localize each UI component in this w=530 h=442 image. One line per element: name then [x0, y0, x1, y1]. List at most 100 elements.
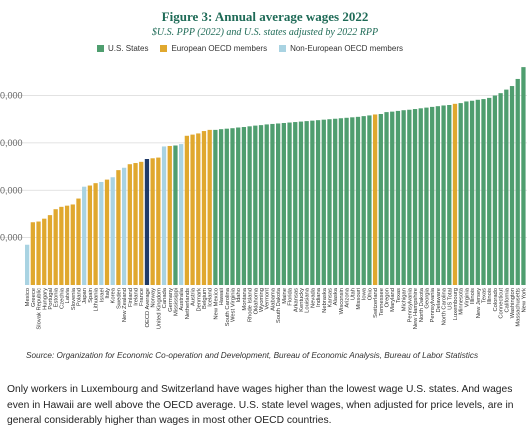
bar-australia [179, 144, 184, 285]
bar-mississippi [173, 145, 178, 285]
bar-florida [287, 122, 292, 285]
x-tick-label: Slovak Republic [37, 288, 43, 330]
y-tick-label: 0,000 [0, 138, 23, 148]
legend-swatch-european [160, 45, 168, 52]
bar-south-carolina [224, 128, 229, 285]
bar-oregon [384, 112, 389, 285]
bar-virginia [464, 101, 469, 285]
bar-alaska [333, 118, 338, 285]
x-tick-label: Alaska [333, 287, 339, 305]
x-tick-label: Slovenia [71, 287, 77, 310]
y-tick-label: 0,000 [0, 185, 23, 195]
bar-connecticut [498, 93, 503, 285]
x-tick-label: Oklahoma [253, 287, 259, 314]
legend-item-non-european: Non-European OECD members [279, 44, 403, 53]
bar-poland [76, 198, 81, 285]
x-tick-label: Ireland [134, 288, 140, 306]
legend-item-us: U.S. States [97, 44, 148, 53]
x-tick-label: Maryland [390, 288, 396, 312]
y-tick-label: 0,000 [0, 91, 23, 101]
x-tick-label: Vermont [265, 288, 271, 310]
bar-mexico [25, 244, 30, 285]
bar-indiana [315, 120, 321, 285]
x-tick-label: Michigan [402, 288, 408, 311]
x-tick-label: Georgia [424, 287, 430, 308]
bar-alabama [270, 123, 275, 285]
bar-north-carolina [441, 105, 446, 285]
bar-south-dakota [276, 123, 281, 285]
x-tick-label: Missouri [356, 288, 362, 310]
bar-finland [127, 164, 132, 285]
bar-lithuania [93, 183, 98, 285]
x-tick-label: Tennessee [379, 288, 385, 316]
bar-texas [481, 99, 486, 285]
bar-pennsylvania [430, 106, 435, 285]
x-tick-label: California [504, 287, 510, 312]
x-tick-label: Utah [350, 288, 356, 300]
x-tick-label: Korea [111, 287, 117, 303]
bar-canada [161, 146, 167, 285]
bar-nebraska [321, 119, 326, 286]
bar-rhode-island [247, 126, 252, 285]
x-tick-label: Greece [31, 288, 37, 307]
x-tick-label: Colorado [493, 288, 499, 312]
bar-luxembourg [452, 103, 458, 285]
x-tick-labels: Mexico Greece Slovak Republic Hungary Portug… [25, 287, 527, 329]
x-tick-label: Australia [179, 287, 185, 310]
bar-illinois [487, 97, 492, 285]
x-tick-label: Israel [99, 288, 105, 302]
bar-arkansas [293, 122, 298, 285]
bar-illinois [469, 100, 475, 285]
bar-spain [87, 185, 93, 285]
bar-missouri [355, 116, 361, 285]
legend-swatch-us [97, 45, 104, 52]
x-tick-label: Delaware [436, 288, 442, 313]
bar-denmark [196, 133, 201, 285]
x-tick-label: Switzerland [373, 288, 379, 318]
bar-tennessee [378, 114, 383, 285]
y-tick-labels: 0,000 0,000 0,000 0,000 [0, 91, 23, 243]
bar-israel [99, 181, 104, 285]
legend-label-us: U.S. States [108, 44, 149, 53]
bar-colorado [492, 95, 498, 285]
bar-wisconsin [338, 118, 344, 285]
x-tick-label: Norway [151, 288, 157, 308]
bar-czechia [59, 206, 64, 285]
bar-united-kingdom [156, 157, 161, 285]
bar-netherlands [184, 135, 190, 285]
bar-iowa [361, 116, 366, 285]
bar-japan [82, 186, 87, 285]
wage-bar-chart: 0,000 0,000 0,000 0,000 Mexico Greece Slovak … [0, 67, 527, 330]
x-tick-label: Lithuania [94, 287, 100, 311]
bar-switzerland [372, 114, 378, 285]
x-tick-label: Mississippi [173, 288, 179, 316]
bar-slovenia [70, 204, 75, 285]
bar-belgium [201, 131, 207, 285]
legend-label-non-european: Non-European OECD members [290, 44, 403, 53]
x-tick-label: Massachusetts [516, 288, 522, 327]
bar-austria [190, 134, 195, 285]
x-tick-label: Ohio [367, 288, 373, 300]
x-tick-label: Texas [396, 288, 402, 303]
bar-ohio [367, 115, 372, 285]
x-tick-label: Minnesota [459, 287, 465, 315]
x-tick-label: Nebraska [322, 287, 328, 313]
x-tick-label: Germany [168, 288, 174, 312]
bar-maine [281, 123, 286, 285]
bar-georgia [424, 107, 429, 285]
x-tick-label: Texas [482, 288, 488, 303]
bar-vermont [264, 124, 269, 285]
x-tick-label: Hungary [42, 288, 48, 310]
x-tick-label: Iceland [208, 288, 214, 307]
x-tick-label: New Jersey [476, 288, 482, 318]
x-tick-label: Portugal [48, 288, 54, 310]
bar-new-zealand [121, 167, 127, 285]
x-tick-label: Nevada [310, 287, 316, 308]
bar-greece [30, 222, 35, 285]
bar-wyoming [258, 125, 264, 285]
y-tick-label: 0,000 [0, 233, 23, 243]
bar-korea [110, 177, 115, 285]
bar-pennsylvania [407, 109, 412, 285]
bar-germany [167, 145, 172, 285]
x-tick-label: Austria [191, 287, 197, 306]
